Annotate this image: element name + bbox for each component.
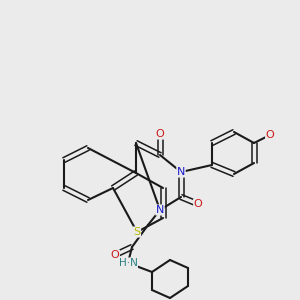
Text: S: S (134, 227, 141, 237)
Text: N: N (156, 205, 164, 215)
Text: N: N (177, 167, 185, 177)
Text: O: O (194, 199, 202, 209)
Text: O: O (111, 250, 119, 260)
Text: O: O (156, 129, 164, 139)
Text: O: O (266, 130, 274, 140)
Text: H·N: H·N (118, 258, 137, 268)
